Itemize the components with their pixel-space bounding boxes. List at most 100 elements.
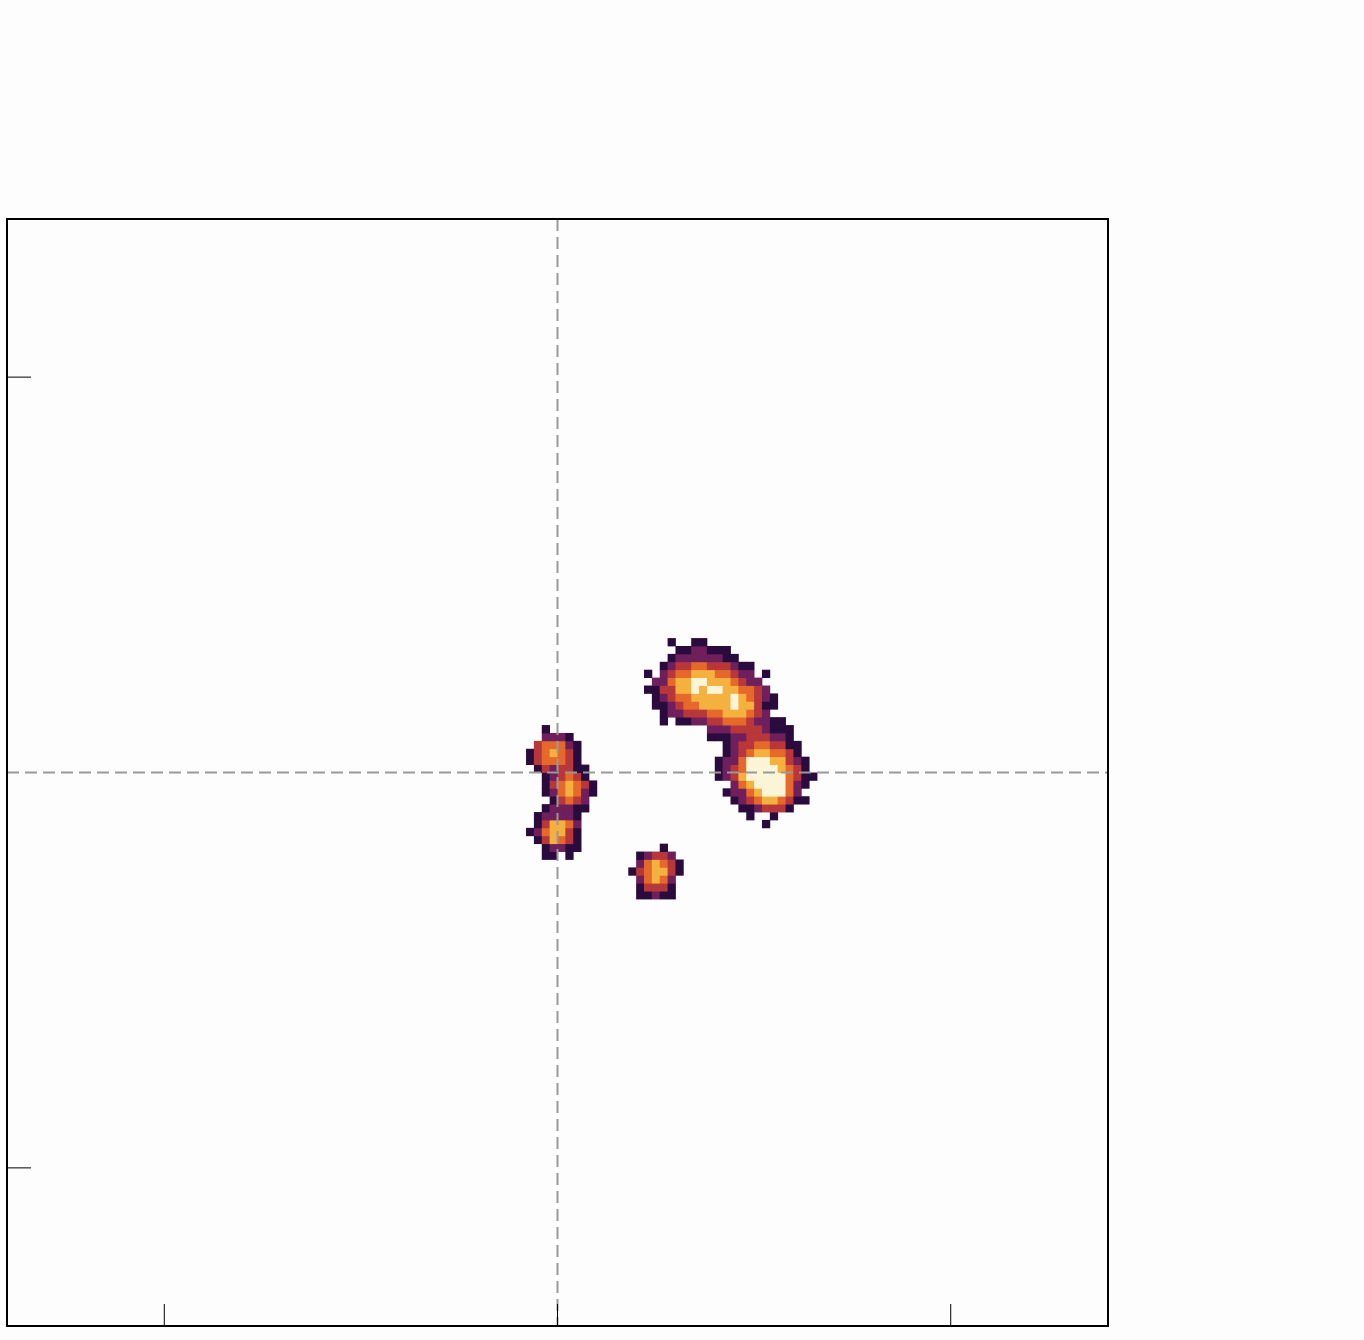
heatmap-cell [651,677,661,686]
heatmap-cell [573,804,582,813]
heatmap-cell [777,796,786,805]
heatmap-cell [565,796,574,805]
heatmap-cell [793,788,802,797]
heatmap-cell [549,788,558,797]
heatmap-cell [636,867,645,876]
heatmap-cell [730,693,739,702]
heatmap-cell [769,740,779,750]
heatmap-cell [644,669,653,679]
heatmap-cell [730,677,739,686]
heatmap-cell [746,804,755,813]
heatmap-cell [722,645,731,655]
heatmap-cell [761,717,771,726]
heatmap-cell [659,851,668,860]
heatmap-cell [738,709,747,718]
heatmap-cell [526,756,535,765]
heatmap-cell [565,804,574,813]
heatmap-cell [557,740,566,750]
heatmap-cell [644,859,653,868]
heatmap-cell [769,780,779,789]
heatmap-cell [549,772,558,781]
heatmap-cell [667,891,676,900]
heatmap-cell [533,756,543,765]
heatmap-cell [714,764,724,773]
heatmap-cell [565,827,574,837]
heatmap-cell [730,669,739,679]
heatmap-cell [549,732,558,742]
heatmap-cell [533,812,543,821]
heatmap-cell [722,788,731,797]
heatmap-cell [785,732,794,742]
heatmap-cell [761,732,771,742]
heatmap-cell [746,764,755,773]
heatmap-cell [691,669,700,679]
heatmap-cell [675,693,684,702]
heatmap-cell [714,717,724,726]
heatmap-cell [754,693,763,702]
heatmap-cell [761,725,771,734]
heatmap-cell [754,780,763,789]
heatmap-cell [573,827,582,837]
heatmap-cell [691,709,700,718]
heatmap-cell [761,764,771,773]
heatmap-cell [761,701,771,710]
heatmap-cell [541,804,551,813]
heatmap-cell [730,732,739,742]
heatmap-cell [557,748,566,758]
heatmap-cell [738,661,747,671]
heatmap-cell [722,669,731,679]
heatmap-cell [541,827,551,837]
heatmap-cell [557,772,566,781]
heatmap-cell [793,796,802,805]
heatmap-cell [769,788,779,797]
heatmap-cell [549,835,558,845]
heatmap-cell [651,685,661,694]
heatmap-cell [667,859,676,868]
heatmap-cell [659,891,668,900]
heatmap-cell [541,812,551,821]
heatmap-cell [746,717,755,726]
heatmap-cell [746,725,755,734]
heatmap-cell [675,669,684,679]
heatmap-cell [651,867,661,876]
heatmap-cell [644,875,653,884]
heatmap-cell [777,764,786,773]
heatmap-cell [541,748,551,758]
heatmap-cell [761,819,771,829]
heatmap-cell [777,756,786,765]
heatmap-cell [769,748,779,758]
heatmap-cell [730,748,739,758]
heatmap-cell [738,772,747,781]
heatmap-cell [785,764,794,773]
heatmap-cell [793,740,802,750]
heatmap-cell [769,725,779,734]
heatmap-cell [573,812,582,821]
heatmap-cell [573,788,582,797]
heatmap-cell [754,748,763,758]
heatmap-cell [533,764,543,773]
heatmap-cell [793,748,802,758]
heatmap-cell [754,788,763,797]
heatmap-cell [541,772,551,781]
heatmap-cell [644,685,653,694]
heatmap-cell [581,764,590,773]
heatmap-cell [730,756,739,765]
heatmap-cell [738,717,747,726]
heatmap-cell [746,693,755,702]
heatmap-cell [557,835,566,845]
heatmap-cell [644,851,653,860]
heatmap-cell [738,677,747,686]
heatmap-cell [722,717,731,726]
heatmap-cell [636,891,645,900]
heatmap-cell [714,772,724,781]
heatmap-cell [699,638,708,647]
heatmap-cell [785,748,794,758]
heatmap-cell [777,748,786,758]
heatmap-cell [549,827,558,837]
heatmap-cell [667,653,676,663]
heatmap-cell [659,883,668,892]
heatmap-cell [746,748,755,758]
heatmap-cell [667,851,676,860]
heatmap-cell [769,804,779,813]
heatmap-cell [675,709,684,718]
